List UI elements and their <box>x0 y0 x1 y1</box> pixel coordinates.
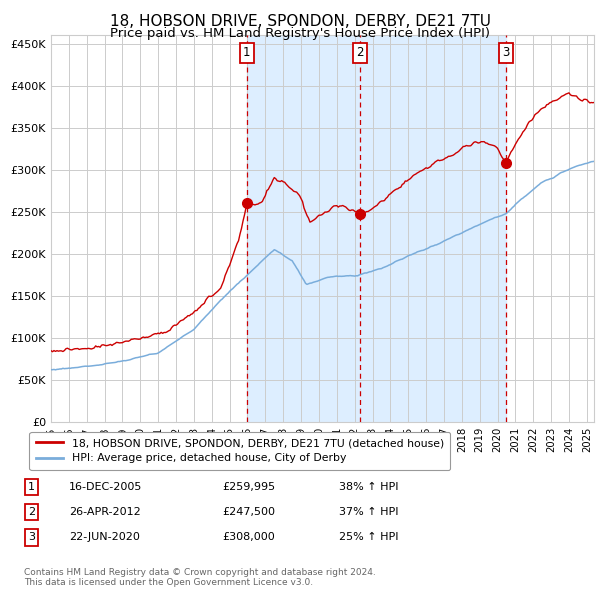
Text: 16-DEC-2005: 16-DEC-2005 <box>69 482 142 491</box>
Legend: 18, HOBSON DRIVE, SPONDON, DERBY, DE21 7TU (detached house), HPI: Average price,: 18, HOBSON DRIVE, SPONDON, DERBY, DE21 7… <box>29 431 451 470</box>
Text: Contains HM Land Registry data © Crown copyright and database right 2024.
This d: Contains HM Land Registry data © Crown c… <box>24 568 376 587</box>
Text: 1: 1 <box>243 46 250 59</box>
Text: Price paid vs. HM Land Registry's House Price Index (HPI): Price paid vs. HM Land Registry's House … <box>110 27 490 40</box>
Text: 38% ↑ HPI: 38% ↑ HPI <box>339 482 398 491</box>
Text: £259,995: £259,995 <box>222 482 275 491</box>
Bar <box>361 35 506 422</box>
Text: 3: 3 <box>502 46 509 59</box>
Text: 25% ↑ HPI: 25% ↑ HPI <box>339 533 398 542</box>
Text: £247,500: £247,500 <box>222 507 275 517</box>
Text: 22-JUN-2020: 22-JUN-2020 <box>69 533 140 542</box>
Text: 2: 2 <box>28 507 35 517</box>
Text: 18, HOBSON DRIVE, SPONDON, DERBY, DE21 7TU: 18, HOBSON DRIVE, SPONDON, DERBY, DE21 7… <box>110 14 491 28</box>
Text: 3: 3 <box>28 533 35 542</box>
Text: 2: 2 <box>356 46 364 59</box>
Bar <box>247 35 361 422</box>
Text: 1: 1 <box>28 482 35 491</box>
Text: 37% ↑ HPI: 37% ↑ HPI <box>339 507 398 517</box>
Text: 26-APR-2012: 26-APR-2012 <box>69 507 141 517</box>
Text: £308,000: £308,000 <box>222 533 275 542</box>
